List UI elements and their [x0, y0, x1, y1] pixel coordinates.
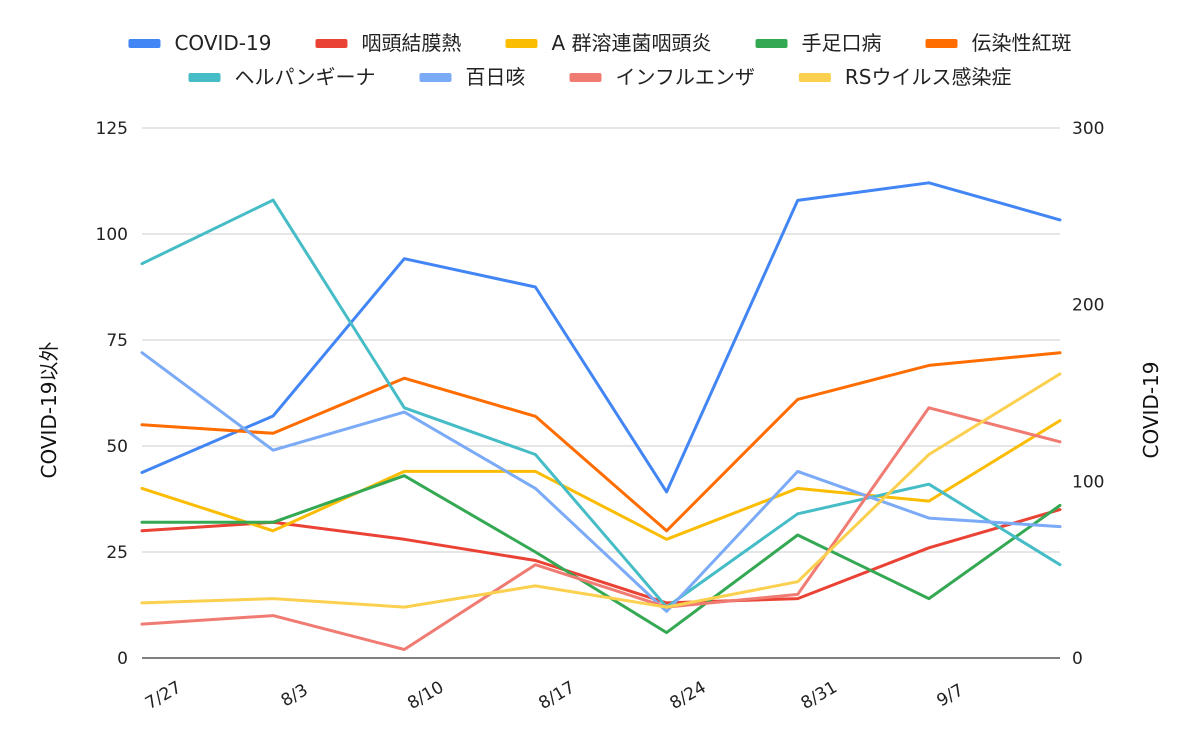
- legend-item[interactable]: RSウイルス感染症: [798, 65, 1012, 89]
- legend-swatch: [925, 39, 958, 48]
- left-tick-label: 75: [106, 331, 128, 351]
- right-tick-label: 300: [1072, 119, 1104, 139]
- legend-item[interactable]: 咽頭結膜熱: [315, 31, 461, 55]
- series-line-4: [140, 351, 1062, 533]
- legend-swatch: [188, 73, 221, 82]
- legend-label: インフルエンザ: [616, 65, 755, 89]
- legend-label: 手足口病: [802, 31, 882, 55]
- legend-swatch: [315, 39, 348, 48]
- legend-swatch: [505, 39, 538, 48]
- gridlines: [142, 127, 1060, 659]
- right-tick-label: 0: [1072, 649, 1083, 669]
- left-tick-label: 25: [106, 543, 128, 563]
- left-axis-ticks: 0 25 50 75 100 125: [96, 119, 128, 669]
- legend-label: 伝染性紅斑: [972, 31, 1072, 55]
- legend-item[interactable]: 百日咳: [419, 65, 526, 89]
- series-line-6: [140, 351, 1062, 613]
- legend-label: ヘルパンギーナ: [235, 65, 376, 89]
- series-line-0: [140, 181, 1062, 494]
- legend-label: RSウイルス感染症: [845, 65, 1012, 89]
- series-line-1: [140, 508, 1062, 605]
- legend-swatch: [419, 73, 452, 82]
- right-tick-label: 100: [1072, 472, 1104, 492]
- left-tick-label: 0: [117, 649, 128, 669]
- series-line-2: [140, 419, 1062, 541]
- legend-item[interactable]: 手足口病: [755, 31, 882, 55]
- left-axis-title: COVID-19以外: [37, 341, 61, 478]
- legend-item[interactable]: ヘルパンギーナ: [188, 65, 376, 89]
- x-tick-label: 8/24: [667, 677, 710, 713]
- legend-item[interactable]: A 群溶連菌咽頭炎: [505, 31, 712, 55]
- x-tick-label: 7/27: [142, 677, 185, 713]
- series-line-5: [140, 198, 1062, 609]
- left-tick-label: 100: [96, 225, 128, 245]
- legend-item[interactable]: COVID-19: [128, 31, 271, 55]
- series-lines: [140, 181, 1062, 651]
- legend-label: A 群溶連菌咽頭炎: [551, 31, 711, 55]
- x-tick-label: 9/7: [934, 680, 968, 711]
- legend-swatch: [569, 73, 602, 82]
- series-line-8: [140, 372, 1062, 609]
- right-tick-label: 200: [1072, 296, 1104, 316]
- legend-label: 咽頭結膜熱: [361, 31, 461, 55]
- x-tick-label: 8/3: [278, 680, 312, 711]
- x-axis-ticks: 7/27 8/3 8/10 8/17 8/24 8/31 9/7: [142, 677, 967, 713]
- right-axis-title: COVID-19: [1139, 361, 1163, 458]
- x-tick-label: 8/31: [798, 677, 841, 713]
- legend-label: COVID-19: [174, 31, 271, 55]
- left-tick-label: 125: [96, 119, 128, 139]
- legend-item[interactable]: インフルエンザ: [569, 65, 755, 89]
- right-axis-ticks: 0 100 200 300: [1072, 119, 1104, 669]
- legend-item[interactable]: 伝染性紅斑: [925, 31, 1072, 55]
- series-line-7: [140, 406, 1062, 651]
- legend-swatch: [798, 73, 831, 82]
- x-tick-label: 8/10: [404, 677, 447, 713]
- legend-swatch: [755, 39, 788, 48]
- legend-swatch: [128, 39, 161, 48]
- left-tick-label: 50: [106, 437, 128, 457]
- series-line-3: [140, 474, 1062, 635]
- legend-label: 百日咳: [466, 65, 526, 89]
- x-tick-label: 8/17: [535, 677, 578, 713]
